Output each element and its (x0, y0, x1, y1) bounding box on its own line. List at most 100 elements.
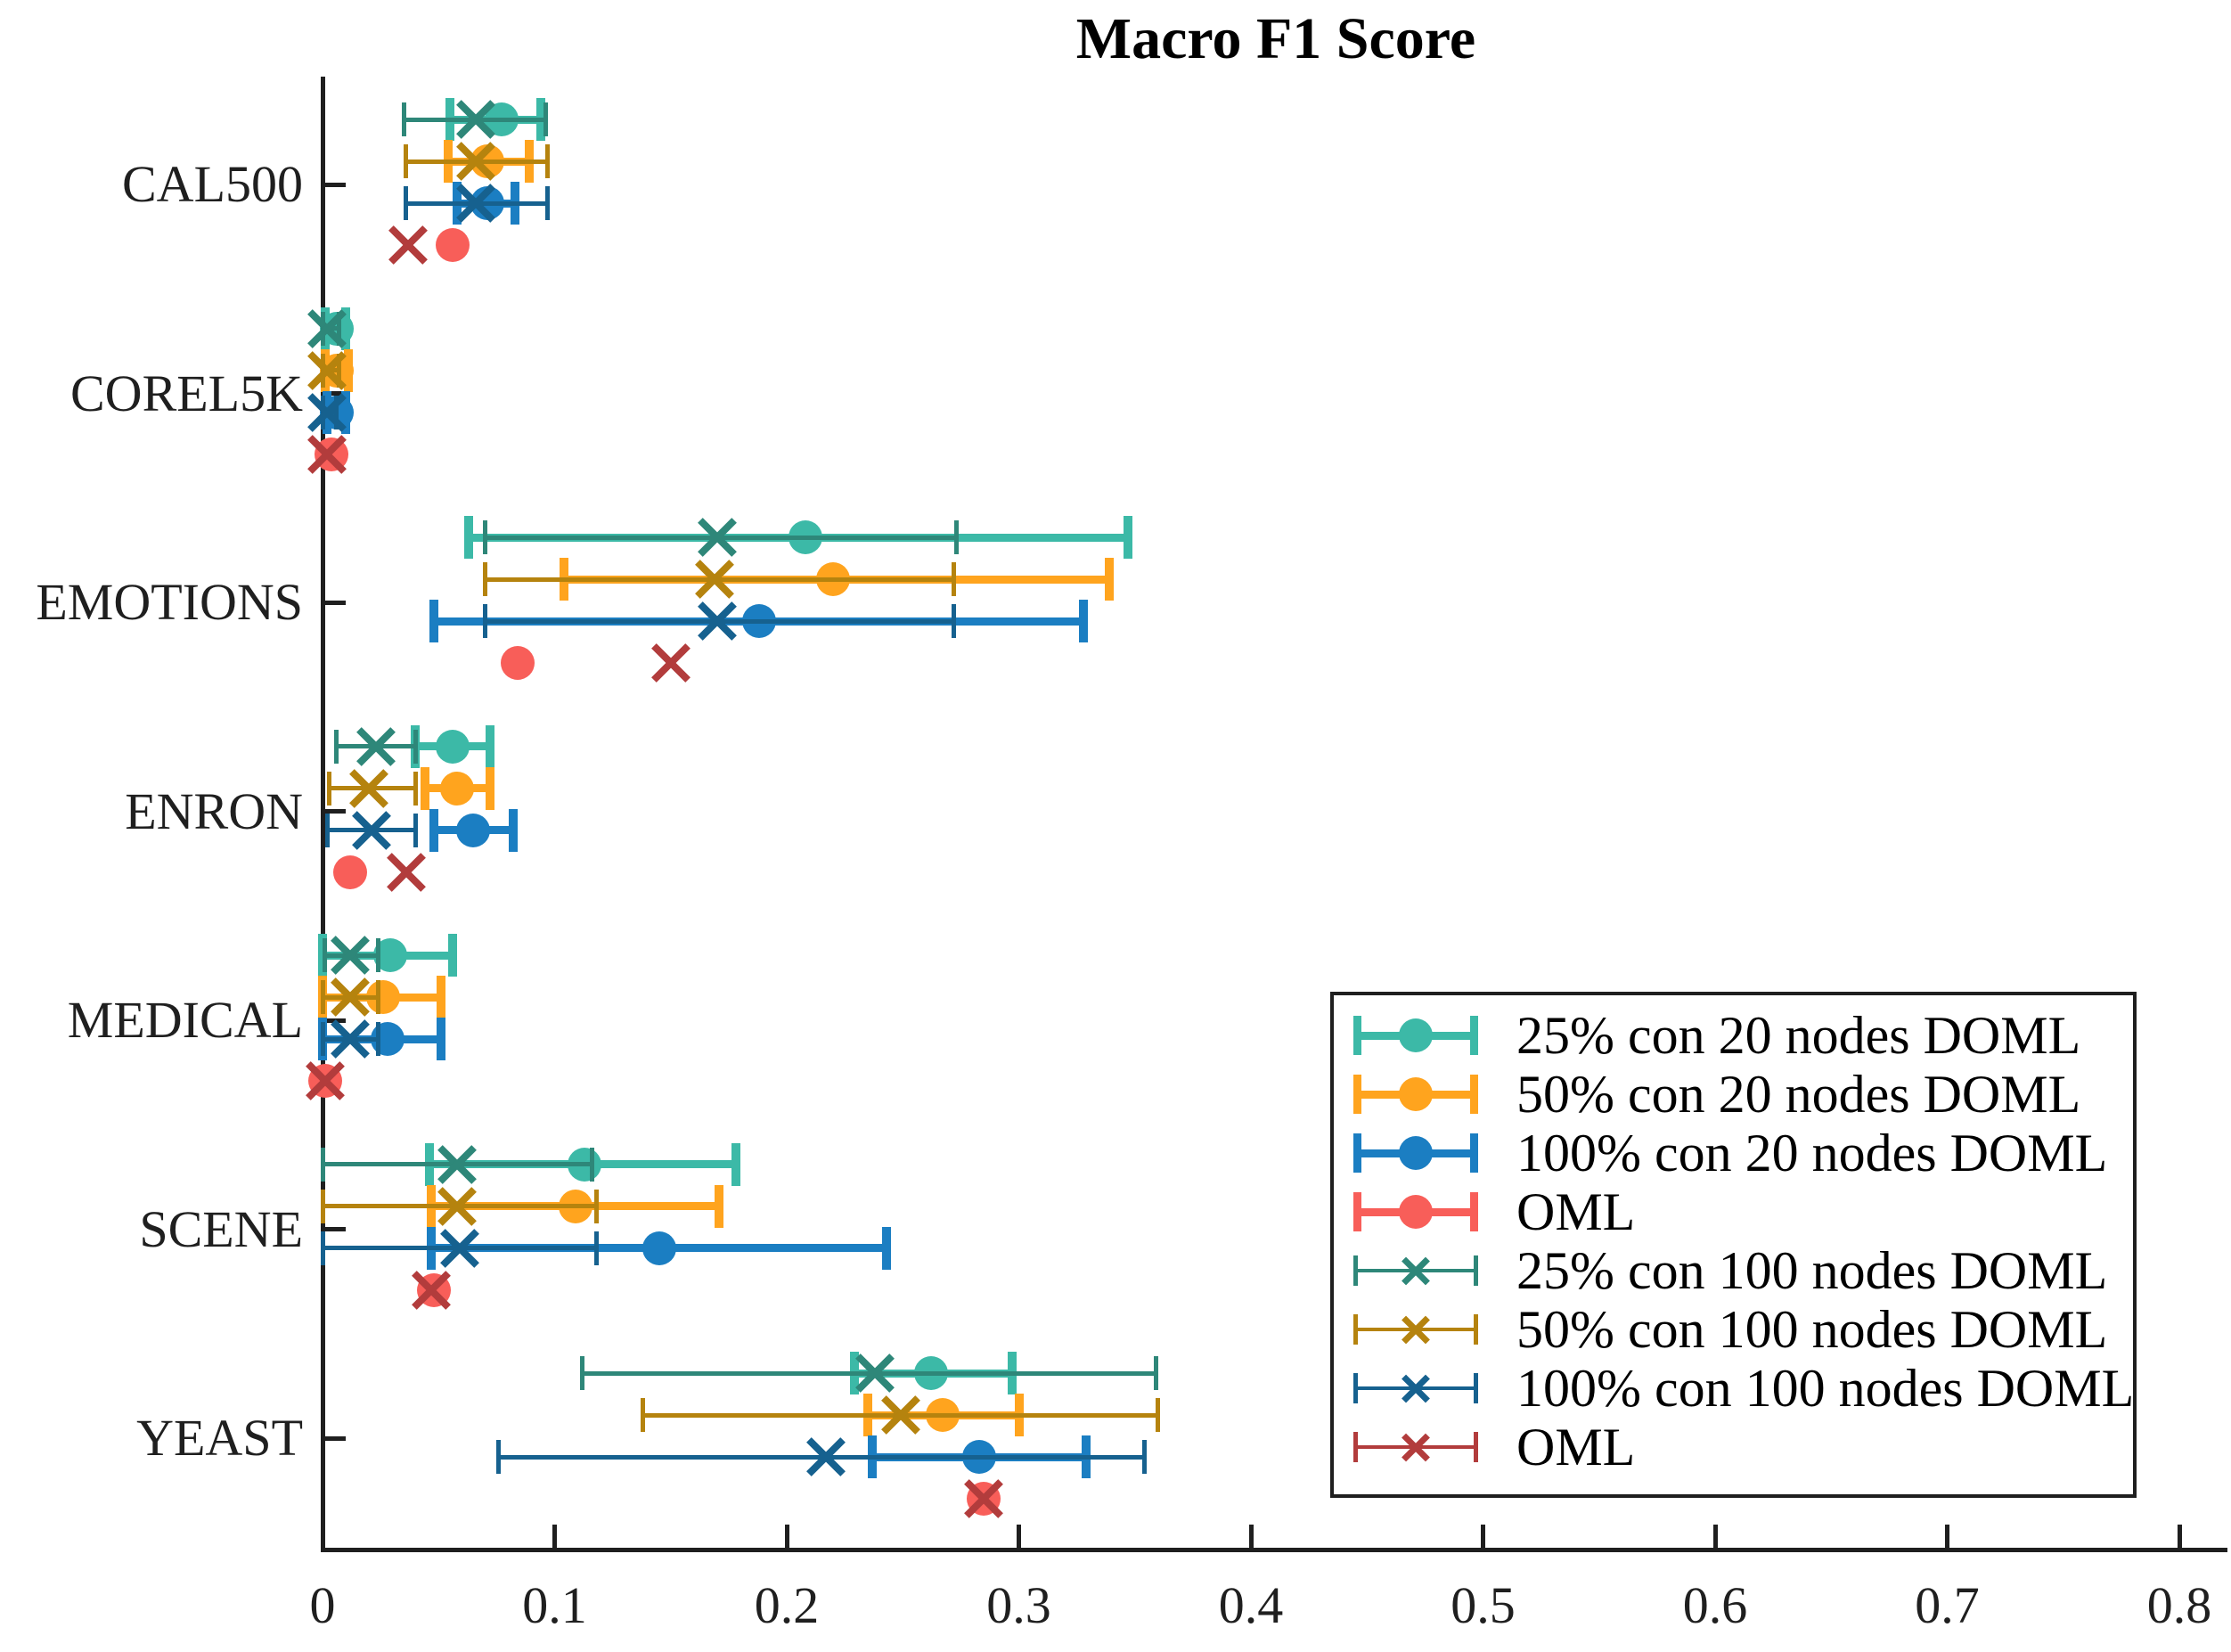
errorbar-cap-right (336, 311, 341, 346)
marker-x (382, 848, 430, 896)
legend-errorbar-cap-left (1353, 1075, 1361, 1114)
marker-x (303, 430, 351, 478)
errorbar-cap-left (429, 600, 439, 642)
errorbar-cap-right (593, 1231, 599, 1265)
errorbar-cap-right (413, 813, 418, 847)
y-tick (323, 1435, 346, 1441)
errorbar-cap-left (320, 1231, 325, 1265)
marker-circle (1399, 1077, 1433, 1111)
legend-icon-errorbar-x (1353, 1359, 1478, 1418)
legend-icon-errorbar-x (1353, 1241, 1478, 1300)
x-tick-label: 0 (309, 1576, 336, 1634)
marker-x (691, 555, 739, 603)
errorbar-cap-left (420, 766, 429, 810)
errorbar-cap-left (580, 1356, 585, 1390)
marker-x (303, 347, 351, 395)
legend-item: 25% con 20 nodes DOML (1334, 1006, 2133, 1065)
errorbar-cap-right (952, 604, 957, 638)
category-label-yeast: YEAST (136, 1409, 303, 1467)
marker-x (1399, 1313, 1433, 1346)
errorbar-cap-right (413, 771, 418, 806)
marker-x (1399, 1430, 1433, 1464)
errorbar-cap-left (496, 1440, 502, 1474)
marker-x (452, 137, 500, 185)
errorbar-cap-right (1105, 558, 1115, 601)
marker-x (802, 1433, 850, 1481)
x-tick (1248, 1525, 1254, 1548)
errorbar-cap-right (593, 1189, 599, 1223)
legend-errorbar-cap-right (1470, 1016, 1478, 1055)
x-tick-label: 0.7 (1915, 1576, 1980, 1634)
x-tick-label: 0.3 (986, 1576, 1051, 1634)
errorbar-cap-right (1153, 1356, 1158, 1390)
errorbar-cap-left (401, 102, 406, 136)
errorbar-cap-right (952, 562, 957, 596)
y-axis-line (320, 77, 325, 1552)
marker-x (452, 95, 500, 143)
errorbar-cap-left (404, 186, 409, 220)
errorbar-cap-left (429, 808, 439, 852)
errorbar-cap-right (953, 520, 959, 554)
category-label-enron: ENRON (125, 781, 303, 840)
marker-x (693, 597, 741, 645)
legend-icon-errorbar-circle (1353, 1124, 1478, 1182)
legend-icon-errorbar-x (1353, 1300, 1478, 1359)
marker-circle (440, 771, 475, 806)
marker-x (301, 1057, 349, 1105)
marker-x (303, 305, 351, 353)
marker-x (433, 1141, 481, 1189)
marker-x (693, 513, 741, 561)
errorbar-cap-right (715, 1184, 724, 1228)
errorbar-cap-right (543, 102, 548, 136)
category-label-cal500: CAL500 (122, 155, 303, 213)
errorbar-cap-left (324, 813, 330, 847)
marker-x (384, 221, 432, 269)
errorbar-cap-right (376, 1022, 381, 1056)
marker-x (407, 1266, 455, 1314)
legend-icon-errorbar-circle (1353, 1065, 1478, 1124)
errorbar-cap-right (545, 186, 551, 220)
legend-item: OML (1334, 1182, 2133, 1241)
errorbar-cap-left (320, 1022, 325, 1056)
x-tick (1712, 1525, 1718, 1548)
legend-icon-errorbar-circle (1353, 1006, 1478, 1065)
errorbar-cap-right (447, 934, 457, 977)
category-label-corel5k: COREL5K (70, 364, 303, 422)
errorbar-cap-right (882, 1226, 891, 1270)
errorbar-cap-left (334, 729, 339, 764)
legend: 25% con 20 nodes DOML 50% con 20 nodes DO… (1330, 992, 2137, 1498)
legend-errorbar-cap-left (1353, 1192, 1361, 1231)
errorbar-cap-left (327, 771, 332, 806)
marker-x (326, 1015, 374, 1063)
legend-item-label: 25% con 100 nodes DOML (1516, 1241, 2108, 1300)
errorbar-cap-left (482, 520, 487, 554)
marker-circle (456, 813, 491, 847)
y-tick (323, 600, 346, 605)
marker-circle (642, 1231, 676, 1265)
marker-x (433, 1182, 481, 1231)
legend-errorbar-cap-right (1470, 1133, 1478, 1173)
y-tick (323, 391, 346, 396)
legend-item-label: OML (1516, 1418, 1636, 1476)
chart-title: Macro F1 Score (1075, 6, 1476, 71)
errorbar-cap-right (436, 976, 445, 1018)
legend-item: 100% con 20 nodes DOML (1334, 1124, 2133, 1182)
marker-circle (1399, 1136, 1433, 1170)
errorbar-cap-right (1123, 516, 1132, 559)
errorbar-cap-left (320, 1189, 325, 1223)
legend-errorbar-cap-left (1353, 1373, 1358, 1403)
marker-x (877, 1391, 925, 1439)
y-tick (323, 809, 346, 814)
legend-item-label: 25% con 20 nodes DOML (1516, 1006, 2081, 1065)
legend-item: OML (1334, 1418, 2133, 1476)
legend-errorbar-cap-right (1474, 1255, 1478, 1286)
x-tick-label: 0.2 (754, 1576, 820, 1634)
errorbar-cap-right (413, 729, 418, 764)
legend-item: 25% con 100 nodes DOML (1334, 1241, 2133, 1300)
marker-x (452, 179, 500, 227)
errorbar-cap-right (545, 144, 551, 178)
x-tick (320, 1525, 325, 1548)
marker-x (1399, 1254, 1433, 1288)
errorbar-cap-right (1141, 1440, 1147, 1474)
